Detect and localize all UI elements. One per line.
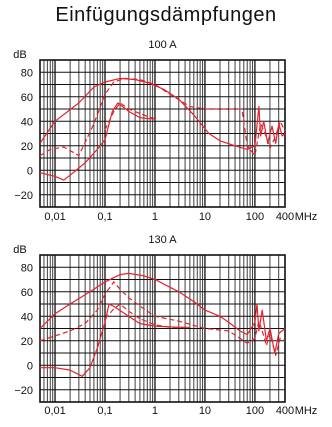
series-line-1 (39, 272, 286, 354)
x-tick-label: 0,1 (97, 211, 112, 223)
y-tick-label: 0 (27, 360, 33, 372)
y-tick-label: 0 (27, 165, 33, 177)
x-tick-label: 10 (199, 211, 211, 223)
x-tick-label: 100 (246, 211, 264, 223)
series-line-2 (39, 281, 286, 356)
y-tick-label: 60 (21, 92, 33, 104)
x-tick-label: 400 (276, 405, 294, 417)
series-line-3 (40, 303, 190, 377)
y-tick-label: 20 (21, 141, 33, 153)
chart-2: 130 A dB 80 60 40 20 0 −20 0,01 0,1 1 10 100 400 MHz (13, 234, 317, 417)
x-tick-label: 10 (199, 405, 211, 417)
y-axis-label: dB (13, 49, 26, 61)
x-tick-label: 100 (246, 405, 264, 417)
series-line-1 (39, 77, 286, 150)
chart-subtitle: 100 A (148, 39, 177, 51)
series-line-4 (104, 303, 186, 328)
series-line-2 (39, 77, 286, 157)
chart-1: 100 A dB 80 60 40 20 0 −20 0,01 0,1 1 10 100 400 MHz (13, 39, 317, 223)
y-tick-label: −20 (14, 385, 33, 397)
x-tick-label: 0,01 (44, 405, 65, 417)
x-tick-label: 1 (152, 211, 158, 223)
x-axis-label: MHz (295, 211, 318, 223)
page-title: Einfügungsdämpfungen (55, 4, 277, 26)
series-line-4 (104, 102, 156, 131)
y-tick-label: 80 (21, 262, 33, 274)
y-tick-label: 20 (21, 336, 33, 348)
x-tick-label: 400 (276, 211, 294, 223)
y-tick-label: −20 (14, 190, 33, 202)
series-line-3 (39, 102, 155, 181)
y-tick-label: 60 (21, 287, 33, 299)
y-tick-label: 80 (21, 67, 33, 79)
x-tick-label: 0,1 (97, 405, 112, 417)
y-tick-label: 40 (21, 116, 33, 128)
y-tick-label: 40 (21, 311, 33, 323)
y-axis-label: dB (13, 244, 26, 256)
chart-subtitle: 130 A (148, 234, 177, 246)
x-tick-label: 1 (152, 405, 158, 417)
x-axis-label: MHz (295, 405, 318, 417)
x-tick-label: 0,01 (44, 211, 65, 223)
